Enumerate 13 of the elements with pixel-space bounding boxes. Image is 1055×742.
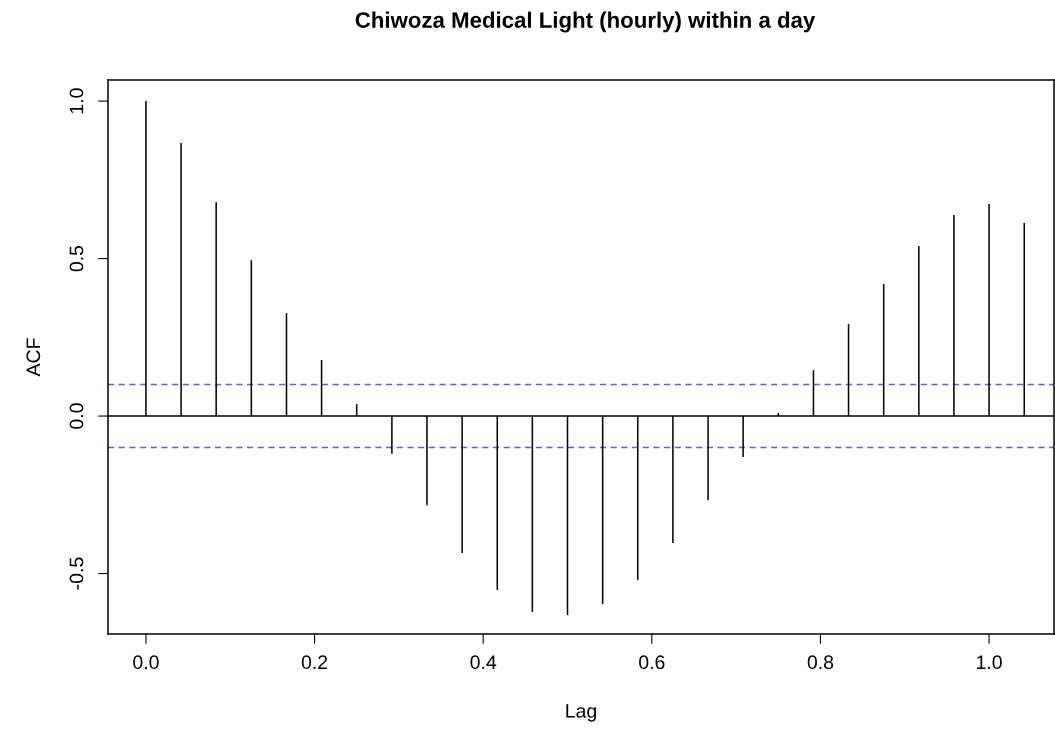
x-tick-label: 0.0 bbox=[133, 655, 159, 670]
x-tick-label: 0.4 bbox=[470, 655, 497, 670]
x-tick-label: 0.6 bbox=[639, 655, 665, 670]
x-axis-title: Lag bbox=[566, 704, 596, 722]
x-tick-label: 0.2 bbox=[301, 655, 328, 670]
x-tick-label: 1.0 bbox=[977, 655, 1002, 670]
chart-title: Chiwoza Medical Light (hourly) within a day bbox=[355, 11, 816, 33]
y-tick-label: 0.0 bbox=[69, 403, 84, 429]
x-tick-label: 0.8 bbox=[807, 655, 834, 670]
y-tick-label: 1.0 bbox=[69, 88, 84, 114]
y-tick-label: 0.5 bbox=[69, 245, 84, 272]
y-tick-label: -0.5 bbox=[69, 557, 84, 590]
y-axis-title: ACF bbox=[26, 338, 41, 377]
